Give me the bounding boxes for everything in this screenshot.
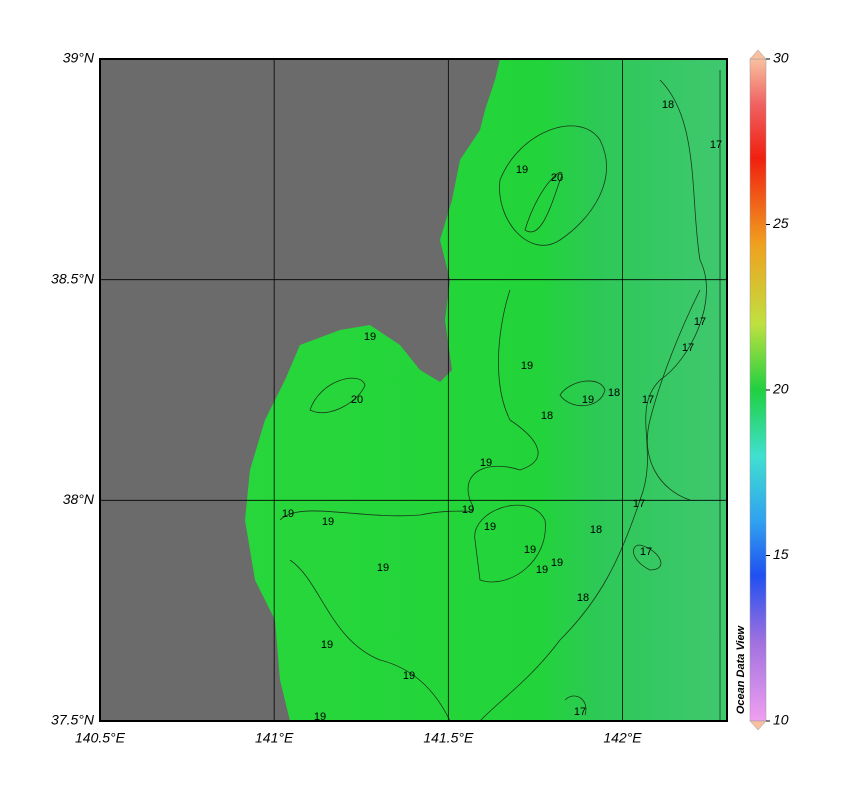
colorbar-tick-label: 20 (772, 381, 789, 397)
y-tick-label: 37.5°N (51, 712, 95, 728)
contour-label: 19 (582, 394, 594, 406)
contour-label: 19 (480, 457, 492, 469)
contour-label: 17 (694, 316, 706, 328)
contour-label: 18 (590, 524, 602, 536)
contour-label: 17 (640, 546, 652, 558)
colorbar-tick-label: 10 (773, 712, 789, 728)
contour-label: 19 (377, 562, 389, 574)
contour-line (479, 79, 707, 722)
contour-line (309, 377, 366, 414)
contour-line (474, 504, 546, 583)
contour-line (647, 289, 701, 501)
contour-label: 19 (524, 544, 536, 556)
x-tick-label: 141.5°E (423, 730, 474, 746)
contour-label: 18 (608, 387, 620, 399)
contour-label: 20 (551, 172, 563, 184)
contour-label: 19 (484, 521, 496, 533)
contour-label: 19 (321, 639, 333, 651)
contour-line (289, 559, 451, 722)
contour-label: 18 (577, 592, 589, 604)
watermark: Ocean Data View (735, 624, 747, 714)
contour-line (559, 380, 606, 407)
contour-label: 17 (682, 342, 694, 354)
contour-label: 19 (364, 331, 376, 343)
contour-label: 17 (642, 394, 654, 406)
contour-line (524, 171, 563, 233)
contour-label: 19 (282, 508, 294, 520)
colorbar-ends (749, 49, 767, 731)
colorbar-tick-label: 25 (772, 215, 789, 231)
colorbar-tick-label: 30 (773, 50, 789, 66)
contour-label: 19 (551, 557, 563, 569)
contour-label: 19 (516, 164, 528, 176)
x-tick-label: 142°E (603, 730, 642, 746)
contour-line (279, 289, 539, 521)
y-tick-label: 39°N (63, 50, 95, 66)
contour-label: 17 (574, 706, 586, 718)
contour-label: 19 (536, 564, 548, 576)
land (100, 59, 500, 721)
contour-line (499, 125, 607, 246)
colorbar (749, 58, 767, 722)
contour-label: 20 (351, 394, 363, 406)
contour-label: 18 (662, 99, 674, 111)
contour-label: 19 (403, 670, 415, 682)
colorbar-tick-label: 15 (773, 546, 789, 562)
contour-line (633, 544, 662, 571)
contour-label: 17 (710, 139, 722, 151)
contour-label: 18 (541, 410, 553, 422)
y-tick-label: 38.5°N (51, 270, 95, 286)
contour-label: 17 (633, 498, 645, 510)
contour-label: 19 (521, 360, 533, 372)
x-tick-label: 140.5°E (75, 730, 126, 746)
x-tick-label: 141°E (255, 730, 294, 746)
map-frame (99, 58, 728, 722)
contour-label: 19 (314, 711, 326, 723)
contour-label: 19 (462, 504, 474, 516)
contours (279, 70, 721, 722)
contour-line (564, 695, 587, 716)
contour-label: 19 (322, 516, 334, 528)
y-tick-label: 38°N (63, 491, 95, 507)
